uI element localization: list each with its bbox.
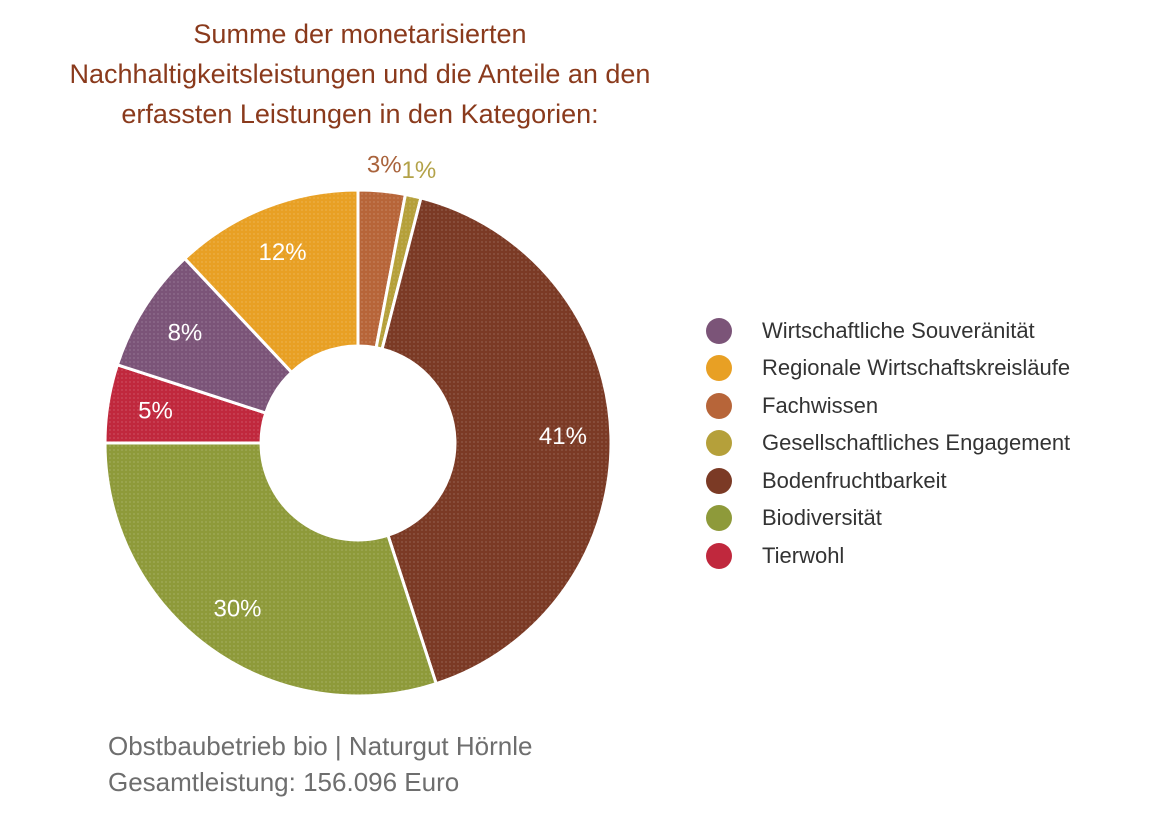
legend-item-tierwohl: Tierwohl <box>706 537 1070 575</box>
legend-item-biodiversitaet: Biodiversität <box>706 500 1070 538</box>
legend-swatch <box>706 542 732 569</box>
chart-title-line-1: Summe der monetarisierten <box>193 19 527 49</box>
slice-biodiversitaet <box>103 441 439 698</box>
legend-label: Gesellschaftliches Engagement <box>762 430 1071 456</box>
footer-total: Gesamtleistung: 156.096 Euro <box>108 767 460 797</box>
chart-title-line-2: Nachhaltigkeitsleistungen und die Anteil… <box>69 59 651 89</box>
legend-label: Biodiversität <box>762 505 882 531</box>
slice-label-tierwohl: 5% <box>138 397 173 424</box>
chart-footer: Obstbaubetrieb bio | Naturgut Hörnle Ges… <box>108 728 532 800</box>
legend-item-wirtschaftliche-souveraenitaet: Wirtschaftliche Souveränität <box>706 312 1070 350</box>
slice-label-fachwissen: 3% <box>367 152 402 179</box>
legend-label: Tierwohl <box>762 542 845 568</box>
slice-label-biodiversitaet: 30% <box>213 595 261 622</box>
legend-label: Wirtschaftliche Souveränität <box>762 317 1035 343</box>
slice-label-gesellschaftliches-engagement: 1% <box>402 157 437 184</box>
legend-swatch <box>706 317 732 344</box>
legend-item-bodenfruchtbarkeit: Bodenfruchtbarkeit <box>706 462 1070 500</box>
slice-label-regionale-wirtschaftskreislaeufe: 12% <box>259 239 307 266</box>
legend-swatch <box>706 467 732 494</box>
chart-legend: Wirtschaftliche Souveränität Regionale W… <box>706 312 1070 575</box>
legend-item-regionale-wirtschaftskreislaeufe: Regionale Wirtschaftskreisläufe <box>706 350 1070 388</box>
legend-item-fachwissen: Fachwissen <box>706 387 1070 425</box>
legend-label: Bodenfruchtbarkeit <box>762 467 947 493</box>
legend-swatch <box>706 430 732 457</box>
legend-swatch <box>706 355 732 382</box>
legend-item-gesellschaftliches-engagement: Gesellschaftliches Engagement <box>706 425 1070 463</box>
legend-label: Regionale Wirtschaftskreisläufe <box>762 355 1071 381</box>
slice-label-bodenfruchtbarkeit: 41% <box>539 423 587 450</box>
legend-swatch <box>706 392 732 419</box>
chart-title-line-3: erfassten Leistungen in den Kategorien: <box>121 99 599 129</box>
chart-title: Summe der monetarisierten Nachhaltigkeit… <box>0 14 720 134</box>
footer-company: Obstbaubetrieb bio | Naturgut Hörnle <box>108 731 533 761</box>
legend-label: Fachwissen <box>762 392 879 418</box>
legend-swatch <box>706 505 732 532</box>
slice-label-wirtschaftliche-souveraenitaet: 8% <box>168 320 203 347</box>
